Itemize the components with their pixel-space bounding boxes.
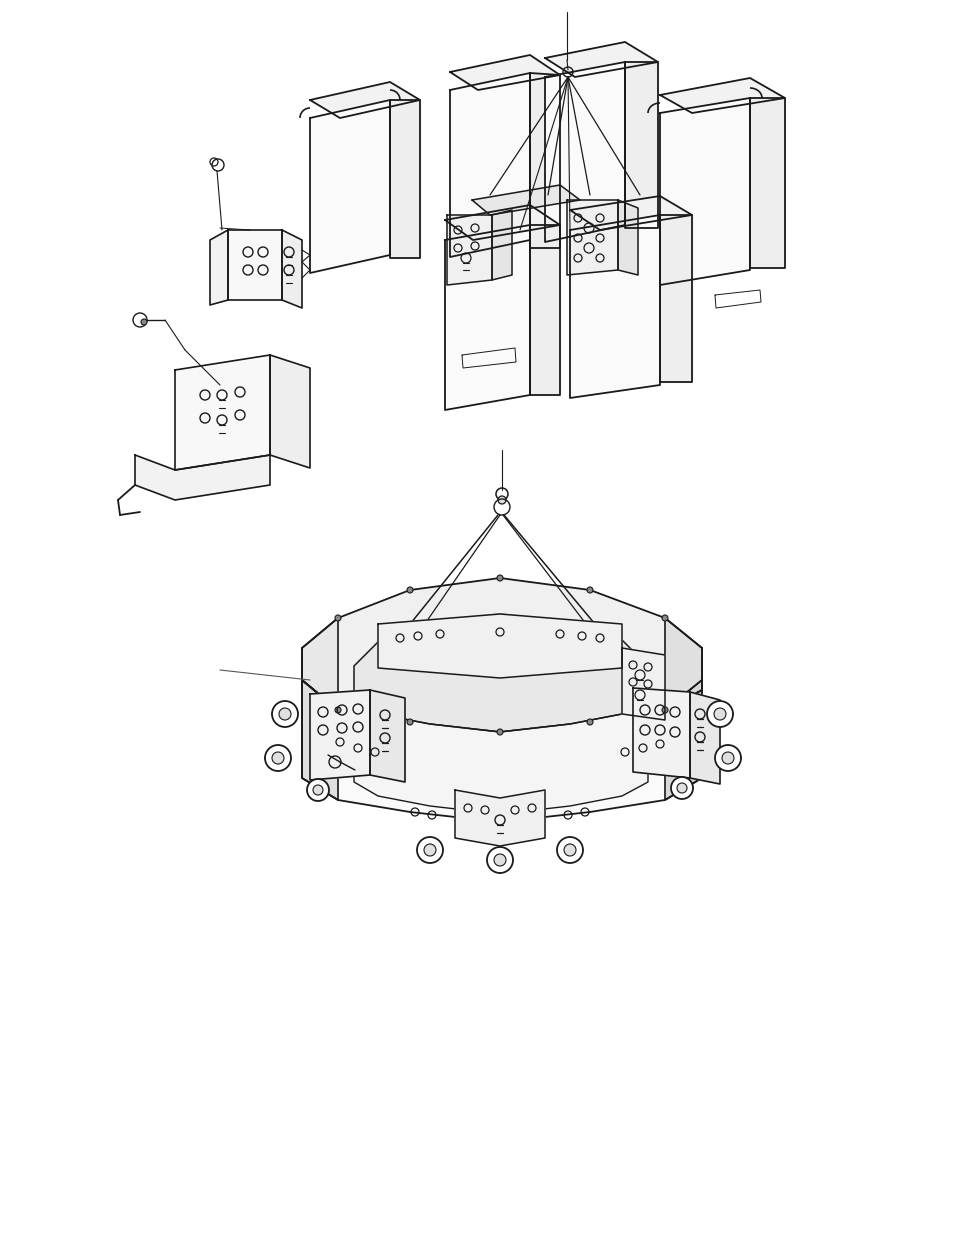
Polygon shape	[447, 215, 492, 285]
Circle shape	[713, 708, 725, 720]
Circle shape	[407, 719, 413, 725]
Polygon shape	[659, 78, 784, 112]
Circle shape	[335, 706, 340, 713]
Polygon shape	[377, 614, 621, 678]
Circle shape	[272, 752, 284, 764]
Polygon shape	[228, 230, 282, 300]
Polygon shape	[302, 680, 701, 823]
Circle shape	[714, 745, 740, 771]
Polygon shape	[210, 230, 228, 305]
Circle shape	[407, 587, 413, 593]
Polygon shape	[354, 700, 647, 814]
Polygon shape	[310, 690, 370, 781]
Polygon shape	[450, 56, 559, 90]
Circle shape	[497, 496, 505, 504]
Circle shape	[721, 752, 733, 764]
Polygon shape	[302, 578, 701, 732]
Polygon shape	[621, 648, 664, 720]
Polygon shape	[450, 73, 530, 257]
Polygon shape	[455, 790, 544, 846]
Polygon shape	[472, 185, 579, 215]
Circle shape	[586, 587, 593, 593]
Polygon shape	[492, 210, 512, 280]
Polygon shape	[135, 454, 270, 500]
Polygon shape	[370, 690, 405, 782]
Circle shape	[563, 844, 576, 856]
Polygon shape	[566, 200, 618, 275]
Polygon shape	[444, 225, 530, 410]
Circle shape	[141, 319, 147, 325]
Circle shape	[265, 745, 291, 771]
Polygon shape	[310, 100, 390, 273]
Circle shape	[670, 777, 692, 799]
Polygon shape	[749, 98, 784, 268]
Polygon shape	[664, 680, 701, 800]
Polygon shape	[544, 42, 658, 77]
Circle shape	[307, 779, 329, 802]
Circle shape	[313, 785, 323, 795]
Polygon shape	[310, 82, 419, 119]
Polygon shape	[664, 618, 701, 710]
Circle shape	[486, 847, 513, 873]
Polygon shape	[302, 618, 337, 710]
Circle shape	[677, 783, 686, 793]
Circle shape	[278, 708, 291, 720]
Polygon shape	[544, 62, 624, 242]
Polygon shape	[689, 692, 720, 784]
Circle shape	[335, 615, 340, 621]
Circle shape	[557, 837, 582, 863]
Polygon shape	[282, 230, 302, 308]
Circle shape	[494, 853, 505, 866]
Circle shape	[497, 729, 502, 735]
Polygon shape	[659, 98, 749, 285]
Circle shape	[706, 701, 732, 727]
Circle shape	[586, 719, 593, 725]
Polygon shape	[302, 680, 337, 800]
Polygon shape	[174, 354, 270, 471]
Polygon shape	[569, 215, 659, 398]
Polygon shape	[354, 614, 647, 732]
Polygon shape	[618, 200, 638, 275]
Polygon shape	[569, 196, 691, 230]
Polygon shape	[633, 688, 689, 778]
Polygon shape	[530, 73, 559, 248]
Circle shape	[661, 706, 667, 713]
Polygon shape	[444, 205, 559, 240]
Circle shape	[497, 576, 502, 580]
Circle shape	[272, 701, 297, 727]
Circle shape	[416, 837, 442, 863]
Polygon shape	[659, 215, 691, 382]
Polygon shape	[270, 354, 310, 468]
Polygon shape	[624, 62, 658, 228]
Polygon shape	[390, 100, 419, 258]
Circle shape	[661, 615, 667, 621]
Polygon shape	[530, 225, 559, 395]
Circle shape	[423, 844, 436, 856]
